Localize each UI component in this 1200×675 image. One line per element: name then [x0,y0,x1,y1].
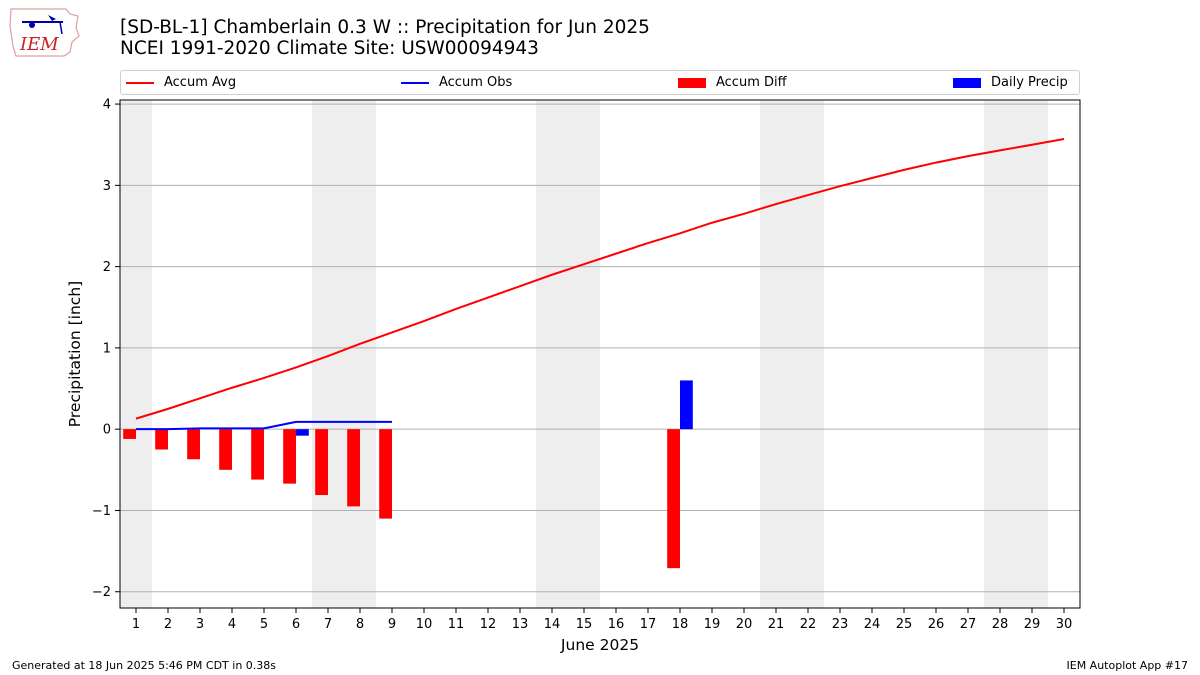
x-tick-label: 17 [640,617,657,632]
y-tick-label: 4 [103,98,111,113]
accum-diff-bar [251,429,264,480]
accum-diff-bar [667,429,680,569]
weekend-band [760,100,792,608]
generated-timestamp: Generated at 18 Jun 2025 5:46 PM CDT in … [12,659,277,672]
iowa-outline-icon [9,8,80,57]
weekend-band [344,100,376,608]
weekend-band [120,100,152,608]
accum-diff-bar [379,429,392,519]
daily-precip-bar [296,429,309,436]
legend-swatch-daily [953,77,981,88]
x-tick-label: 13 [512,617,529,632]
y-tick-label: −1 [92,504,111,519]
weekend-band [984,100,1016,608]
x-tick-label: 24 [864,617,881,632]
legend-label-diff: Accum Diff [716,75,787,90]
weekend-band [1016,100,1048,608]
accum-avg-line [135,138,1065,420]
weekend-band [792,100,824,608]
daily-precip-bar [680,380,693,430]
y-tick-label: 3 [103,179,111,194]
x-tick-label: 29 [1024,617,1041,632]
x-tick-label: 2 [164,617,172,632]
x-tick-label: 1 [132,617,140,632]
x-tick-label: 27 [960,617,977,632]
accum-diff-bar [283,429,296,484]
y-tick-label: 1 [103,341,111,356]
accum-obs-line [136,420,392,431]
legend-label-obs: Accum Obs [439,75,513,90]
title-line-2: NCEI 1991-2020 Climate Site: USW00094943 [120,38,539,59]
gridlines [120,103,1080,593]
accum-diff-bar [219,429,232,470]
legend-entry-daily: Daily Precip [953,74,1068,92]
x-tick-label: 23 [832,617,849,632]
x-tick-label: 28 [992,617,1009,632]
x-tick-label: 20 [736,617,753,632]
y-axis-label: Precipitation [inch] [66,281,84,427]
legend-entry-obs: Accum Obs [401,74,512,92]
weekend-band [536,100,568,608]
accum-diff-bar [123,429,136,439]
accum-diff-bar [187,429,200,460]
lines [135,138,1065,431]
x-tick-label: 30 [1056,617,1073,632]
x-tick-label: 11 [448,617,465,632]
x-tick-label: 22 [800,617,817,632]
x-tick-label: 21 [768,617,785,632]
weekend-bands [120,100,1048,608]
x-tick-label: 14 [544,617,561,632]
chart-title: [SD-BL-1] Chamberlain 0.3 W :: Precipita… [120,17,650,59]
x-tick-label: 19 [704,617,721,632]
app-label: IEM Autoplot App #17 [1066,659,1189,672]
x-tick-label: 15 [576,617,593,632]
legend-swatch-diff [678,77,706,88]
legend-label-avg: Accum Avg [164,75,237,90]
accum-diff-bar [155,429,168,450]
x-axis-label: June 2025 [560,636,639,654]
accum-diff-bar [315,429,328,496]
logo-text: IEM [19,34,59,55]
accum-diff-bar [347,429,360,507]
x-tick-label: 16 [608,617,625,632]
legend-label-daily: Daily Precip [991,75,1068,90]
title-line-1: [SD-BL-1] Chamberlain 0.3 W :: Precipita… [120,17,650,38]
y-tick-label: −2 [92,585,111,600]
x-ticks: 1 2 3 4 5 6 7 8 9 10 11 12 13 14 15 16 17 18 19 20 21 22 23 24 2… [132,608,1072,632]
x-tick-label: 4 [228,617,236,632]
legend-entry-avg: Accum Avg [126,74,236,92]
y-tick-label: 0 [103,423,111,438]
x-tick-label: 9 [388,617,396,632]
weekend-band [312,100,344,608]
x-tick-label: 6 [292,617,300,632]
iem-logo: IEM [9,8,80,57]
y-tick-label: 2 [103,260,111,275]
plot-frame [119,99,1081,609]
y-ticks: −2 −1 0 1 2 3 4 [92,98,120,600]
x-tick-label: 5 [260,617,268,632]
legend: Accum Avg Accum Obs Accum Diff Daily Pre… [120,70,1080,95]
bars [123,380,693,569]
x-tick-label: 25 [896,617,913,632]
legend-entry-diff: Accum Diff [678,74,787,92]
weekend-band [568,100,600,608]
x-tick-label: 3 [196,617,204,632]
legend-swatch-obs [401,81,429,84]
x-tick-label: 12 [480,617,497,632]
x-tick-label: 7 [324,617,332,632]
x-tick-label: 18 [672,617,689,632]
x-tick-label: 8 [356,617,364,632]
x-tick-label: 10 [416,617,433,632]
legend-swatch-avg [126,81,154,84]
x-tick-label: 26 [928,617,945,632]
